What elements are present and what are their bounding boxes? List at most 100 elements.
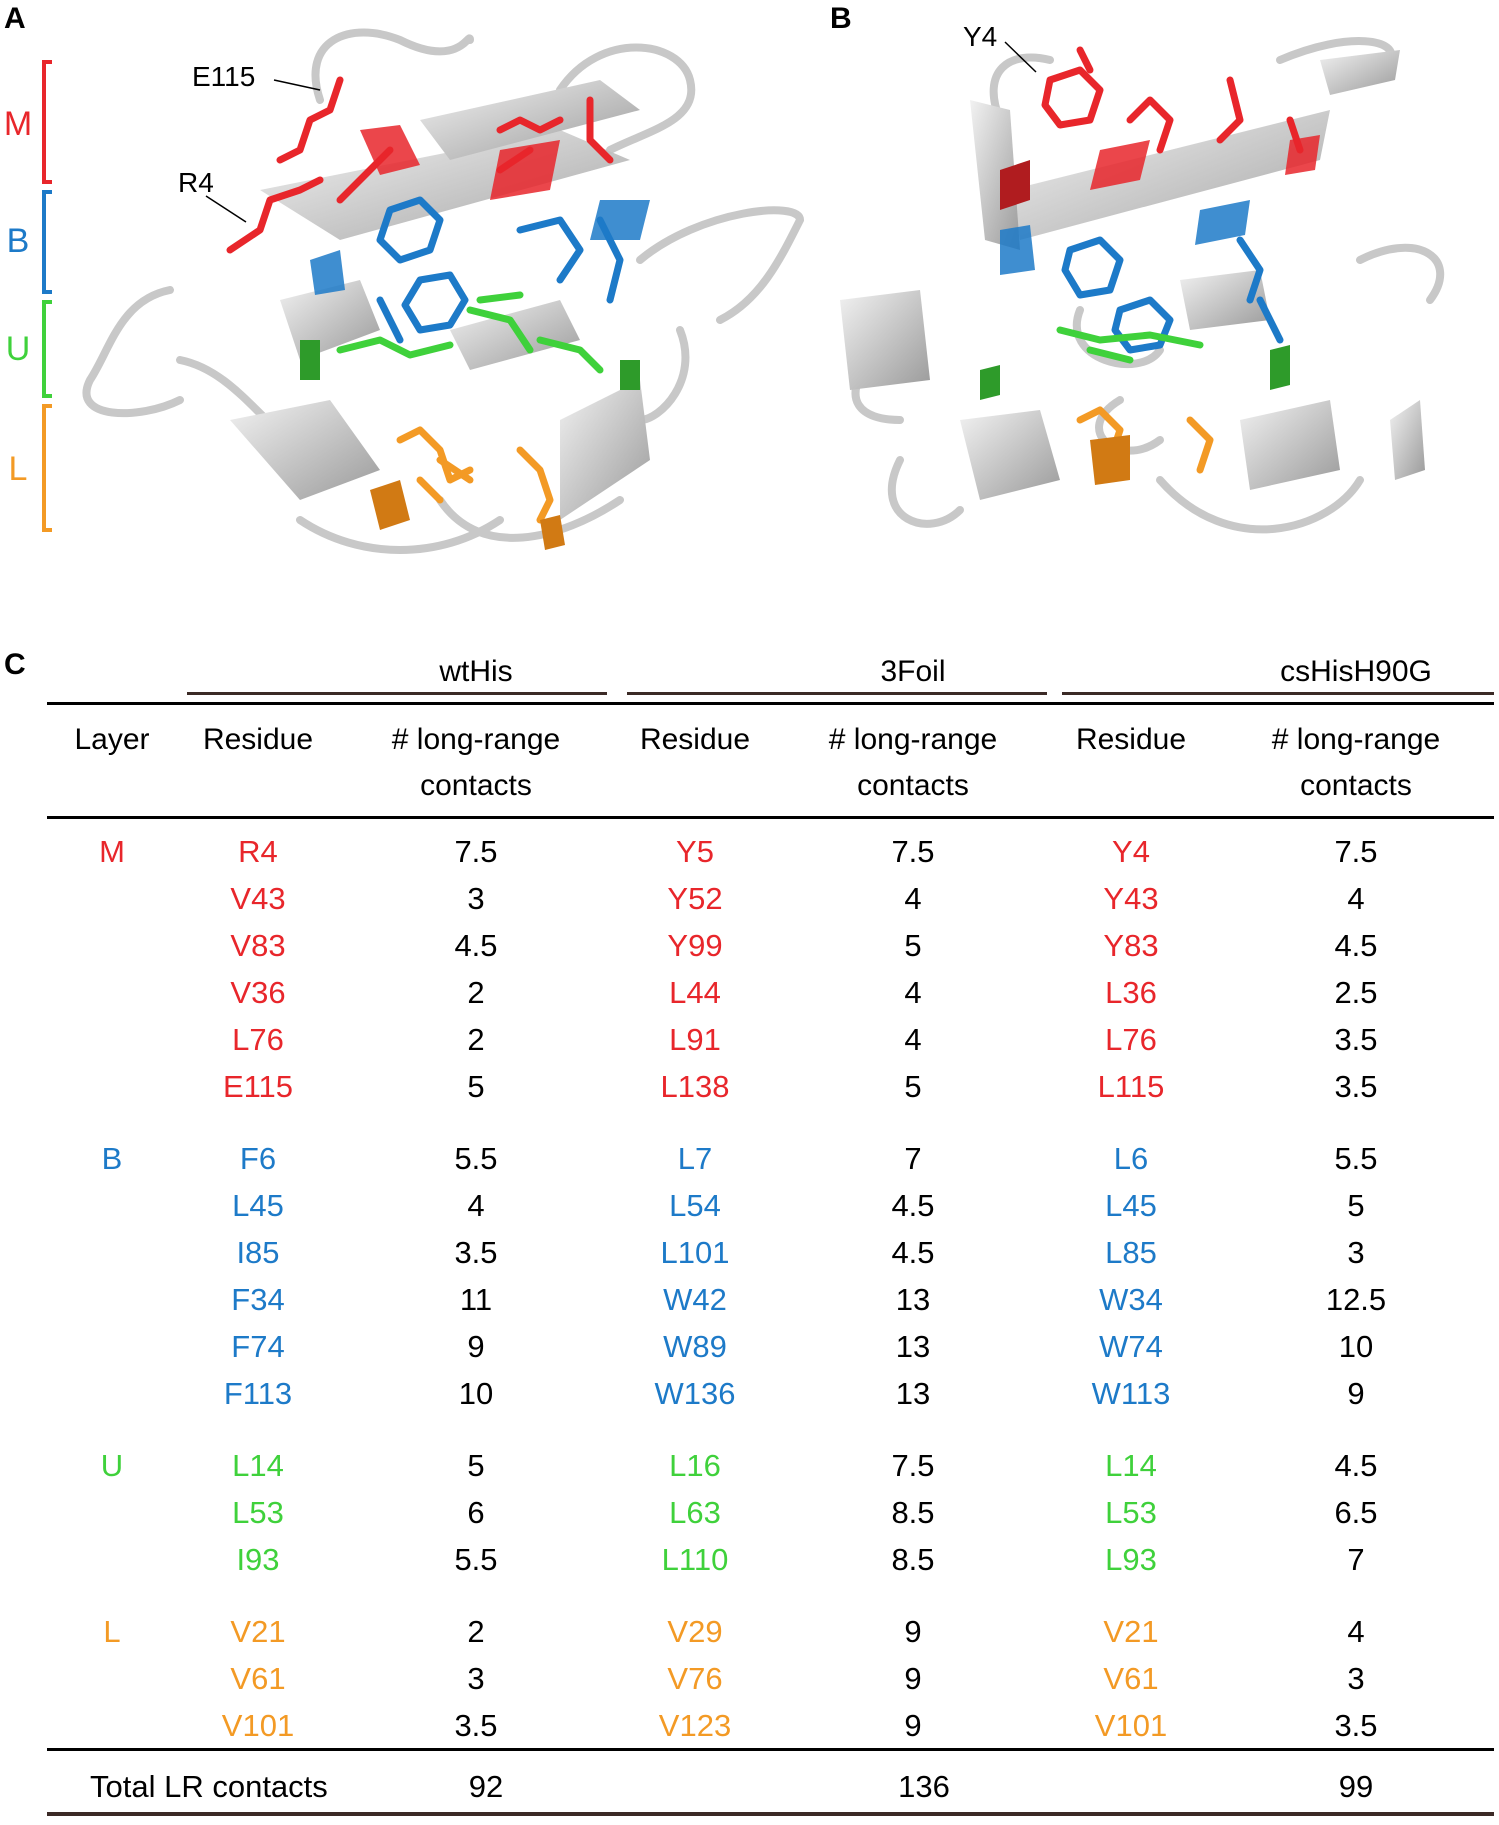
residue-cell: V61 <box>230 1661 286 1696</box>
contacts-cell: 3 <box>467 1661 485 1696</box>
col-header-contacts: contacts <box>857 769 969 802</box>
residue-cell: F74 <box>231 1329 285 1364</box>
group-header: 3Foil <box>880 655 946 688</box>
layer-label: M <box>99 834 125 869</box>
residue-cell: L76 <box>232 1022 284 1057</box>
residue-cell: L54 <box>669 1188 721 1223</box>
contacts-cell: 2 <box>467 1614 485 1649</box>
contacts-cell: 2.5 <box>1334 975 1378 1010</box>
contacts-cell: 9 <box>1347 1376 1365 1411</box>
contacts-cell: 4 <box>1347 1614 1365 1649</box>
contacts-cell: 4 <box>467 1188 485 1223</box>
residue-cell: L45 <box>232 1188 284 1223</box>
residue-cell: L53 <box>232 1495 284 1530</box>
residue-cell: V61 <box>1103 1661 1159 1696</box>
contacts-cell: 8.5 <box>891 1495 935 1530</box>
residue-cell: L44 <box>669 975 721 1010</box>
total-label: Total LR contacts <box>90 1769 328 1804</box>
contacts-cell: 5.5 <box>454 1542 498 1577</box>
col-header-contacts: contacts <box>420 769 532 802</box>
residue-cell: L115 <box>1097 1069 1165 1104</box>
residue-cell: W34 <box>1099 1282 1163 1317</box>
residue-cell: L93 <box>1105 1542 1157 1577</box>
residue-cell: Y83 <box>1103 928 1159 963</box>
contacts-cell: 7 <box>904 1141 922 1176</box>
residue-cell: F34 <box>231 1282 285 1317</box>
contacts-cell: 3 <box>1347 1661 1365 1696</box>
residue-cell: Y5 <box>676 834 714 869</box>
residue-cell: V29 <box>667 1614 723 1649</box>
panel-letter-a: A <box>4 2 26 35</box>
col-header-contacts: # long-range <box>391 723 561 756</box>
callout-line-r4 <box>205 195 247 223</box>
bracket-label-l: L <box>9 450 28 488</box>
residue-cell: L36 <box>1105 975 1157 1010</box>
contacts-cell: 9 <box>467 1329 485 1364</box>
col-header-contacts: contacts <box>1300 769 1412 802</box>
total-value: 92 <box>468 1769 504 1804</box>
contacts-cell: 3.5 <box>454 1708 498 1743</box>
contacts-cell: 5.5 <box>454 1141 498 1176</box>
table-bottom-rule <box>47 1812 1494 1816</box>
residue-cell: V76 <box>667 1661 723 1696</box>
contacts-cell: 12.5 <box>1325 1282 1387 1317</box>
contacts-cell: 10 <box>1338 1329 1374 1364</box>
contacts-cell: 4.5 <box>891 1235 935 1270</box>
contacts-cell: 3 <box>467 881 485 916</box>
residue-cell: L101 <box>660 1235 730 1270</box>
residue-cell: Y99 <box>667 928 723 963</box>
contacts-cell: 13 <box>895 1282 931 1317</box>
group-underline <box>1062 692 1494 695</box>
residue-cell: V21 <box>1103 1614 1159 1649</box>
residue-cell: V123 <box>658 1708 732 1743</box>
residue-cell: W74 <box>1099 1329 1163 1364</box>
contacts-cell: 4.5 <box>454 928 498 963</box>
residue-cell: F6 <box>239 1141 277 1176</box>
residue-cell: Y52 <box>667 881 723 916</box>
total-value: 99 <box>1338 1769 1374 1804</box>
contacts-cell: 4.5 <box>1334 1448 1378 1483</box>
residue-cell: W113 <box>1091 1376 1171 1411</box>
contacts-cell: 5 <box>467 1448 485 1483</box>
group-header: wtHis <box>439 655 513 688</box>
residue-cell: W136 <box>654 1376 736 1411</box>
col-header-residue: Residue <box>639 723 751 756</box>
residue-cell: Y43 <box>1103 881 1159 916</box>
bracket-label-u: U <box>6 330 31 368</box>
contacts-cell: 3.5 <box>1334 1069 1378 1104</box>
contacts-cell: 4.5 <box>891 1188 935 1223</box>
contacts-cell: 7 <box>1347 1542 1365 1577</box>
residue-cell: L45 <box>1105 1188 1157 1223</box>
layer-bracket-u <box>42 300 52 398</box>
contacts-cell: 7.5 <box>454 834 498 869</box>
callout-r4: R4 <box>178 167 214 198</box>
contacts-cell: 7.5 <box>1334 834 1378 869</box>
residue-cell: L53 <box>1105 1495 1157 1530</box>
structure-b: Y4 <box>840 21 1445 534</box>
contacts-cell: 4 <box>904 975 922 1010</box>
layer-bracket-l <box>42 404 52 532</box>
residue-cell: L14 <box>1105 1448 1157 1483</box>
contacts-cell: 5 <box>904 1069 922 1104</box>
contacts-cell: 9 <box>904 1614 922 1649</box>
contacts-cell: 13 <box>895 1329 931 1364</box>
contacts-cell: 5 <box>1347 1188 1365 1223</box>
layer-bracket-b <box>42 190 52 294</box>
col-header-contacts: # long-range <box>1271 723 1441 756</box>
residue-cell: R4 <box>238 834 278 869</box>
contacts-cell: 3.5 <box>1334 1022 1378 1057</box>
col-header-residue: Residue <box>1075 723 1187 756</box>
contacts-cell: 13 <box>895 1376 931 1411</box>
contacts-cell: 9 <box>904 1661 922 1696</box>
contacts-cell: 2 <box>467 975 485 1010</box>
residue-cell: L16 <box>669 1448 721 1483</box>
contacts-cell: 6.5 <box>1334 1495 1378 1530</box>
structure-a: M B U L <box>4 28 805 554</box>
group-underline <box>187 692 607 695</box>
residue-cell: L138 <box>660 1069 730 1104</box>
layer-label: U <box>100 1448 124 1483</box>
contacts-cell: 3 <box>1347 1235 1365 1270</box>
contacts-cell: 7.5 <box>891 834 935 869</box>
total-value: 136 <box>898 1769 950 1804</box>
residue-cell: I93 <box>236 1542 280 1577</box>
